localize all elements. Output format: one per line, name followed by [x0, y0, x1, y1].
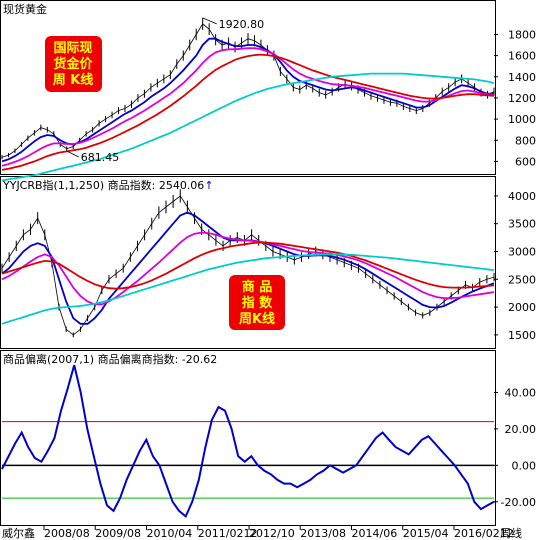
x-tick-label: 2011/0212 — [198, 527, 258, 540]
high-leader-line — [202, 17, 217, 25]
panel-2-arrow: ↑ — [204, 179, 213, 192]
panel-3-title: 商品偏离(2007,1) 商品偏离商指数: -20.62 — [3, 352, 217, 366]
y-tick-label-p2: 2000 — [508, 301, 536, 314]
y-tick-label-p1: 800 — [515, 134, 536, 147]
y-tick-label-p1: 1000 — [508, 113, 536, 126]
low-label-group: 681.45 — [66, 150, 120, 164]
x-tick-label: 2016/0212 — [454, 527, 514, 540]
ma_long-line-p2 — [1, 241, 495, 290]
price-path — [1, 23, 495, 158]
panel-2-frame — [0, 176, 496, 349]
x-tick-label: 2009/08 — [95, 527, 141, 540]
x-tick-label: 2014/06 — [352, 527, 398, 540]
y-tick-label-p2: 3500 — [508, 218, 536, 231]
y-tick-label-p1: 1400 — [508, 71, 536, 84]
y-tick-label-p3: 40.00 — [505, 386, 537, 399]
y-tick-label-p2: 3000 — [508, 245, 536, 258]
x-axis-left-label: 威尔鑫 — [2, 526, 35, 540]
commodity-annotation-line-1: 商 品 — [242, 279, 273, 295]
y-tick-label-p3: 0.00 — [512, 459, 537, 472]
panel-1-frame — [0, 0, 496, 175]
high-label: 1920.80 — [219, 18, 265, 31]
high-label-group: 1920.80 — [202, 17, 265, 31]
gold-annotation-line-2: 货金价 — [53, 56, 93, 72]
x-tick-label: 2015/04 — [403, 527, 449, 540]
gold-annotation-line-1: 国际现 — [53, 41, 92, 56]
commodity-annotation-line-3: 周K线 — [239, 311, 275, 327]
gold-annotation-line-3: 周 K线 — [53, 72, 94, 88]
x-axis-end-label: 周线 — [500, 526, 522, 540]
panel-1-title: 现货黄金 — [3, 2, 47, 16]
ma_xlong-line-p1 — [1, 72, 495, 182]
y-tick-label-p3: 20.00 — [505, 423, 537, 436]
commodity-annotation-bg — [229, 275, 285, 330]
panel-2-title: YYJCRB指(1,1,250) 商品指数: 2540.06↑ — [2, 178, 214, 192]
x-tick-label: 2013/08 — [300, 527, 346, 540]
ma_mid-line-p2 — [1, 231, 495, 306]
panel-3-frame — [0, 350, 496, 526]
reference-lines — [2, 421, 494, 499]
gold-annotation-bg — [45, 36, 102, 92]
low-leader-line — [66, 150, 79, 158]
x-axis: 威尔鑫 周线 2008/08 2009/08 2010/04 2011/0212201… — [2, 526, 522, 540]
panel-2-title-text: YYJCRB指(1,1,250) 商品指数: 2540.06 — [2, 178, 204, 192]
y-tick-label-p3: -20.00 — [501, 496, 536, 509]
y-tick-label-p2: 2500 — [508, 273, 536, 286]
y-tick-label-p1: 600 — [515, 155, 536, 168]
y-tick-label-p2: 1500 — [508, 329, 536, 342]
x-tick-label: 2012/10 — [249, 527, 295, 540]
y-ticks: 600 800 1000 1200 1400 1600 1800 1500 2000 2500 30… — [494, 28, 537, 509]
commodity-annotation-line-2: 指 数 — [242, 295, 274, 311]
panel-frames — [0, 0, 496, 526]
low-label: 681.45 — [81, 151, 120, 164]
y-tick-label-p2: 4000 — [508, 190, 536, 203]
series-layer — [1, 17, 495, 519]
y-tick-label-p1: 1800 — [508, 28, 536, 41]
ma_mid-line-p1 — [1, 47, 495, 167]
x-tick-label: 2008/08 — [44, 527, 90, 540]
gold-annotation-box: 国际现 货金价 周 K线 — [45, 36, 102, 92]
commodity-annotation-box: 商 品 指 数 周K线 — [229, 275, 285, 330]
x-tick-label: 2010/04 — [147, 527, 193, 540]
ma_xlong-line-p2 — [1, 253, 495, 325]
ma_short-line-p1 — [1, 37, 494, 163]
y-tick-label-p1: 1200 — [508, 92, 536, 105]
y-tick-label-p1: 1600 — [508, 50, 536, 63]
deviation-line-p3 — [1, 364, 495, 519]
ma_long-line-p1 — [1, 53, 495, 171]
